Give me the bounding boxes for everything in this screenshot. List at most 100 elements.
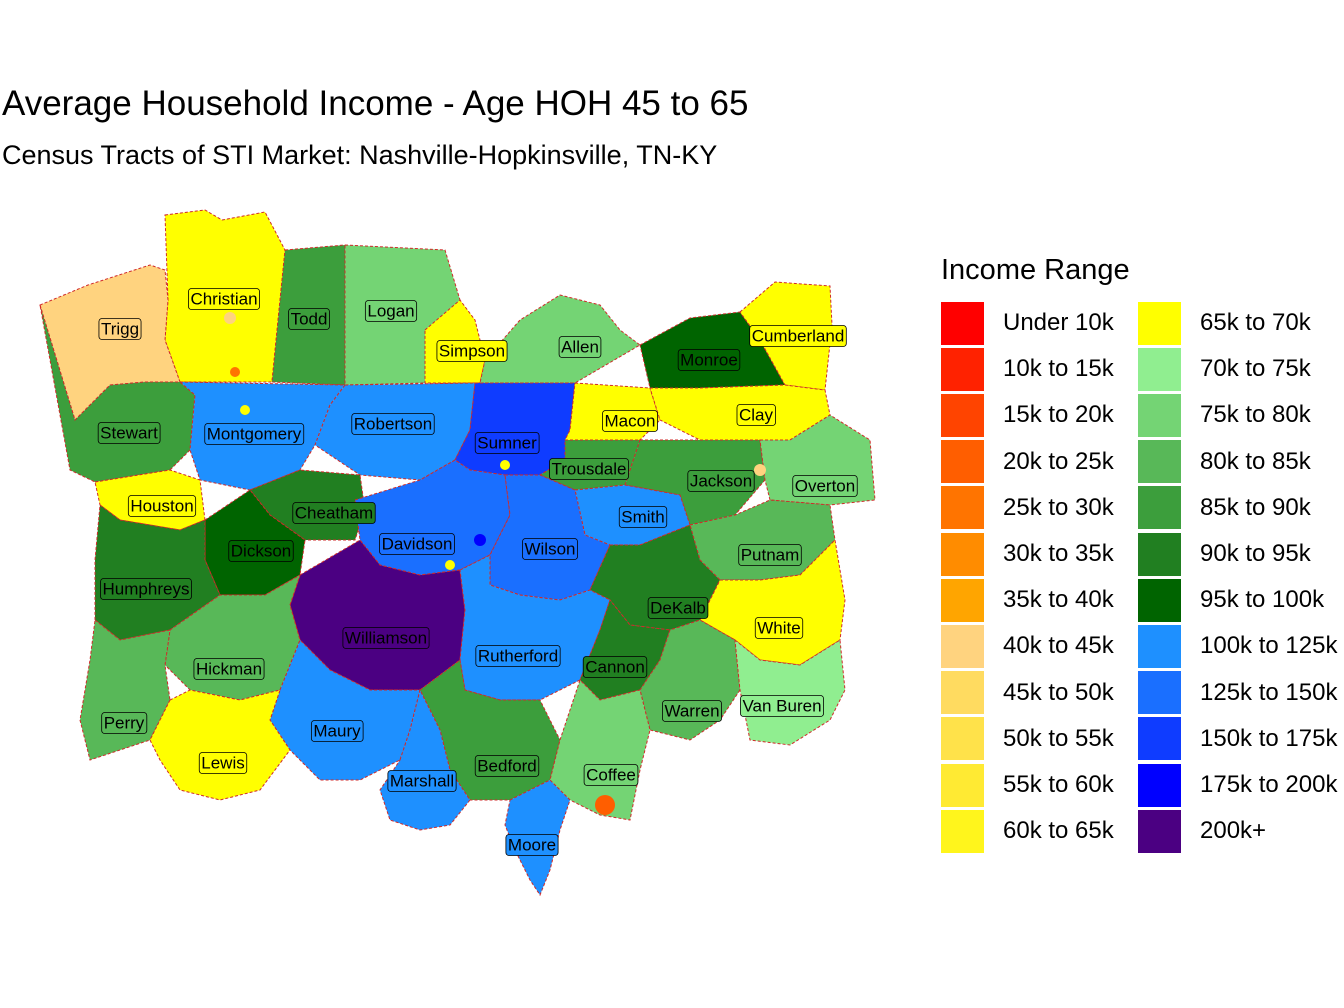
county-label-box [98,318,142,340]
county-label-box [193,658,265,680]
legend-swatch [1138,809,1181,853]
county-label-cheatham: Cheatham [292,502,376,524]
county-label-wilson: Wilson [522,538,578,560]
county-name: Moore [508,836,556,855]
legend-item: 50k to 55k [941,717,1114,761]
legend-label: 20k to 25k [1003,447,1114,475]
legend-swatch [941,486,984,530]
legend-swatch [1138,532,1181,576]
county-label-trousdale: Trousdale [549,458,629,480]
legend-item: 90k to 95k [1138,532,1311,576]
county-label-box [100,578,192,600]
county-label-box [738,544,802,566]
county-label-box [749,325,847,347]
legend-label: 30k to 35k [1003,540,1114,567]
legend-label: 65k to 70k [1200,309,1311,336]
legend-item: 70k to 75k [1138,347,1311,391]
county-label-bedford: Bedford [474,755,540,777]
county-label-montgomery: Montgomery [204,423,305,445]
county-label-box [582,656,648,678]
legend-swatch [941,624,984,668]
county-label-box [662,700,722,722]
county-label-smith: Smith [618,506,668,528]
county-label-cannon: Cannon [582,656,648,678]
legend-item: 55k to 60k [941,763,1114,807]
county-label-marshall: Marshall [387,770,457,792]
legend-item: 125k to 150k [1138,671,1337,715]
legend-label: 85k to 90k [1200,493,1311,521]
county-label-box [101,712,148,734]
legend-swatch [1138,717,1181,761]
county-name: Humphreys [103,580,190,599]
legend-label: 100k to 125k [1200,632,1338,660]
county-name: Trousdale [552,460,627,479]
county-label-box [364,300,418,322]
county-label-white: White [754,617,804,639]
county-label-coffee: Coffee [583,764,639,786]
tract-accent [474,534,486,546]
legend-item: 200k+ [1138,809,1266,853]
county-label-van-buren: Van Buren [740,695,824,717]
county-name: Williamson [345,629,427,648]
legend-swatch [941,440,984,484]
legend-swatch [1138,671,1181,715]
county-label-box [474,432,540,454]
county-label-box [342,627,430,649]
legend-swatch [1138,440,1181,484]
legend-item: 175k to 200k [1138,763,1337,807]
county-label-maury: Maury [310,720,364,742]
county-name: Rutherford [478,647,558,666]
county-name: Logan [367,302,414,321]
county-name: Cumberland [752,327,845,346]
legend-swatch [941,671,984,715]
tract-accent [224,312,236,324]
county-name: Cheatham [295,504,373,523]
county-label-box [351,413,435,435]
county-name: Warren [664,702,719,721]
county-label-box [127,495,197,517]
county-name: Robertson [354,415,432,434]
county-label-stewart: Stewart [97,422,161,444]
county-name: Trigg [101,320,139,339]
legend-item: 95k to 100k [1138,578,1324,622]
county-name: Cannon [585,658,645,677]
legend-item: 25k to 30k [941,486,1114,530]
county-label-box [97,422,161,444]
legend-item: 35k to 40k [941,578,1114,622]
legend-label: 40k to 45k [1003,632,1114,660]
county-label-box [288,308,330,330]
county-label-moore: Moore [505,834,559,856]
county-label-box [754,617,804,639]
legend-item: 45k to 50k [941,671,1114,715]
county-name: Van Buren [742,697,821,716]
legend-label: 80k to 85k [1200,447,1311,475]
county-label-simpson: Simpson [436,340,508,362]
legend-item: 80k to 85k [1138,440,1311,484]
county-label-box [522,538,578,560]
legend-item: 20k to 25k [941,440,1114,484]
legend-swatch [941,532,984,576]
county-label-putnam: Putnam [738,544,802,566]
legend-label: 55k to 60k [1003,771,1114,798]
county-name: Clay [739,406,774,425]
county-label-macon: Macon [602,410,658,432]
county-name: Perry [104,714,145,733]
legend-swatch [941,809,984,853]
county-name: Christian [190,290,257,309]
county-label-dekalb: DeKalb [647,597,709,619]
legend-label: 15k to 20k [1003,401,1114,429]
legend-label: 95k to 100k [1200,586,1325,614]
county-label-perry: Perry [101,712,148,734]
county-name: Marshall [390,772,454,791]
county-label-box [505,834,559,856]
county-name: DeKalb [650,599,706,618]
legend-label: 25k to 30k [1003,493,1114,521]
map-title: Average Household Income - Age HOH 45 to… [2,84,749,123]
county-name: Davidson [382,535,453,554]
county-label-houston: Houston [127,495,197,517]
legend-label: 60k to 65k [1003,817,1114,845]
county-name: Lewis [201,754,244,773]
county-label-box [583,764,639,786]
county-label-todd: Todd [288,308,330,330]
county-name: Maury [313,722,361,741]
